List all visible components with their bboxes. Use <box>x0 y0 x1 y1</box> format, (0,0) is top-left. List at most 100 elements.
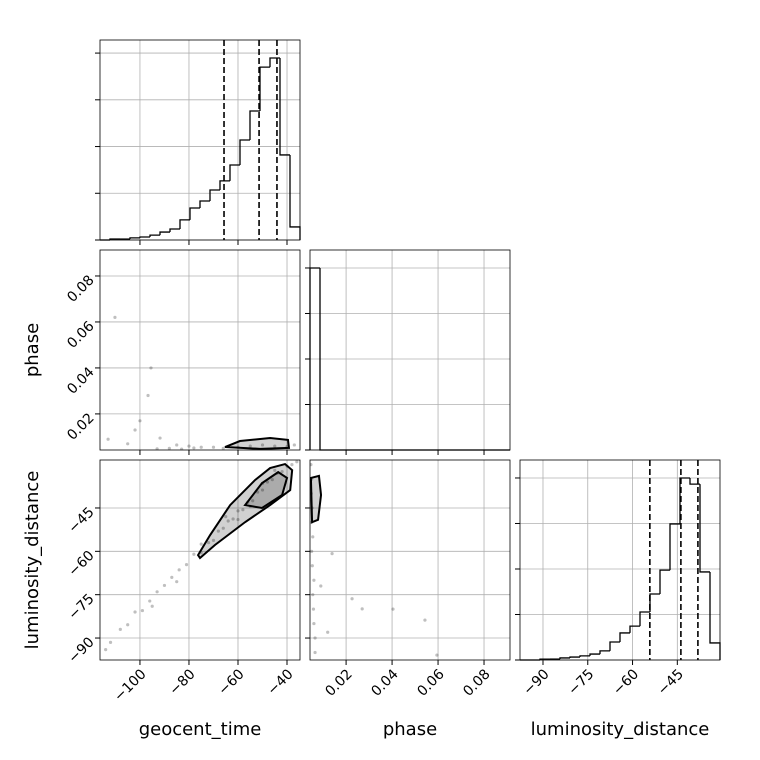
x-tick-label: −60 <box>215 666 247 698</box>
hist-step <box>239 139 250 165</box>
point <box>273 444 277 448</box>
point <box>312 621 316 626</box>
hist-step <box>589 653 600 656</box>
hist-step <box>569 656 580 658</box>
y-tick-label: 0.04 <box>64 364 97 397</box>
point <box>211 445 216 449</box>
plot-area <box>106 315 296 450</box>
point <box>199 445 203 449</box>
contour <box>224 437 291 450</box>
panel: −90 −75 −60 −45 luminosity_distance <box>515 459 721 740</box>
point <box>326 630 330 634</box>
panel-frame <box>309 249 511 451</box>
hist-step <box>219 180 230 190</box>
hist-step <box>619 632 630 643</box>
point <box>158 436 162 440</box>
point <box>175 443 179 447</box>
x-tick-label: −90 <box>520 666 552 698</box>
point <box>184 563 189 567</box>
point <box>391 607 395 611</box>
point <box>312 578 316 582</box>
x-tick-label: −45 <box>655 666 687 698</box>
point <box>311 593 315 597</box>
y-tick-label: 0.02 <box>64 410 97 443</box>
point <box>330 552 334 556</box>
point <box>280 469 284 474</box>
hist-step <box>609 641 620 651</box>
point <box>241 508 245 512</box>
point <box>175 580 179 584</box>
hist-step <box>229 164 240 181</box>
hist-step <box>259 66 270 112</box>
point <box>192 552 196 556</box>
contour <box>196 462 294 560</box>
plot-area <box>310 463 439 657</box>
point <box>150 604 154 608</box>
hist-step <box>629 625 640 633</box>
x-tick-label: −40 <box>264 666 296 698</box>
point <box>192 446 196 450</box>
point <box>236 509 240 513</box>
point <box>295 460 299 464</box>
hist-step <box>189 207 200 220</box>
x-axis-label: phase <box>383 719 437 740</box>
point <box>224 515 228 519</box>
hist-step <box>169 228 180 233</box>
point <box>170 575 174 579</box>
point <box>187 444 191 448</box>
point <box>216 529 220 533</box>
x-tick-label: −80 <box>166 666 198 698</box>
point <box>310 463 313 467</box>
point <box>118 627 122 631</box>
point <box>226 519 230 523</box>
point <box>148 599 152 603</box>
point <box>423 618 427 622</box>
y-tick-label: −90 <box>65 634 97 666</box>
hist-step <box>659 569 670 595</box>
hist-step <box>289 154 301 240</box>
panel-frame <box>99 249 301 451</box>
panel <box>305 249 511 455</box>
hist-step <box>559 657 570 660</box>
point <box>248 444 252 448</box>
panel: 0.02 0.04 0.06 0.08 phase <box>22 249 301 455</box>
point <box>273 468 277 473</box>
point <box>251 499 255 503</box>
point <box>292 443 296 447</box>
point <box>177 568 181 572</box>
x-tick-label: 0.02 <box>322 666 355 699</box>
point <box>360 607 364 611</box>
y-tick-label: 0.08 <box>64 272 97 305</box>
point <box>211 538 216 542</box>
hist-step <box>249 110 260 140</box>
point <box>180 447 184 450</box>
point <box>260 488 265 492</box>
point <box>126 442 130 446</box>
hist-step <box>639 611 650 627</box>
hist-step <box>699 484 710 573</box>
point <box>260 443 265 447</box>
point <box>146 393 150 398</box>
point <box>167 446 171 450</box>
point <box>310 549 314 553</box>
point <box>313 636 317 640</box>
y-tick-label: −75 <box>65 591 97 623</box>
hist-step <box>669 523 680 571</box>
point <box>133 428 137 432</box>
hist-step <box>689 477 700 485</box>
point <box>311 535 315 539</box>
x-tick-label: −75 <box>565 666 597 698</box>
point <box>138 419 142 423</box>
hist-step <box>209 189 220 201</box>
y-axis-label: luminosity_distance <box>22 471 43 650</box>
hist-step <box>709 571 721 660</box>
point <box>106 437 110 441</box>
point <box>108 640 113 644</box>
y-tick-label: −45 <box>65 504 97 536</box>
point <box>126 623 130 627</box>
hist-step <box>649 593 660 612</box>
point <box>206 541 211 545</box>
hist-step <box>129 237 140 240</box>
point <box>221 526 225 530</box>
